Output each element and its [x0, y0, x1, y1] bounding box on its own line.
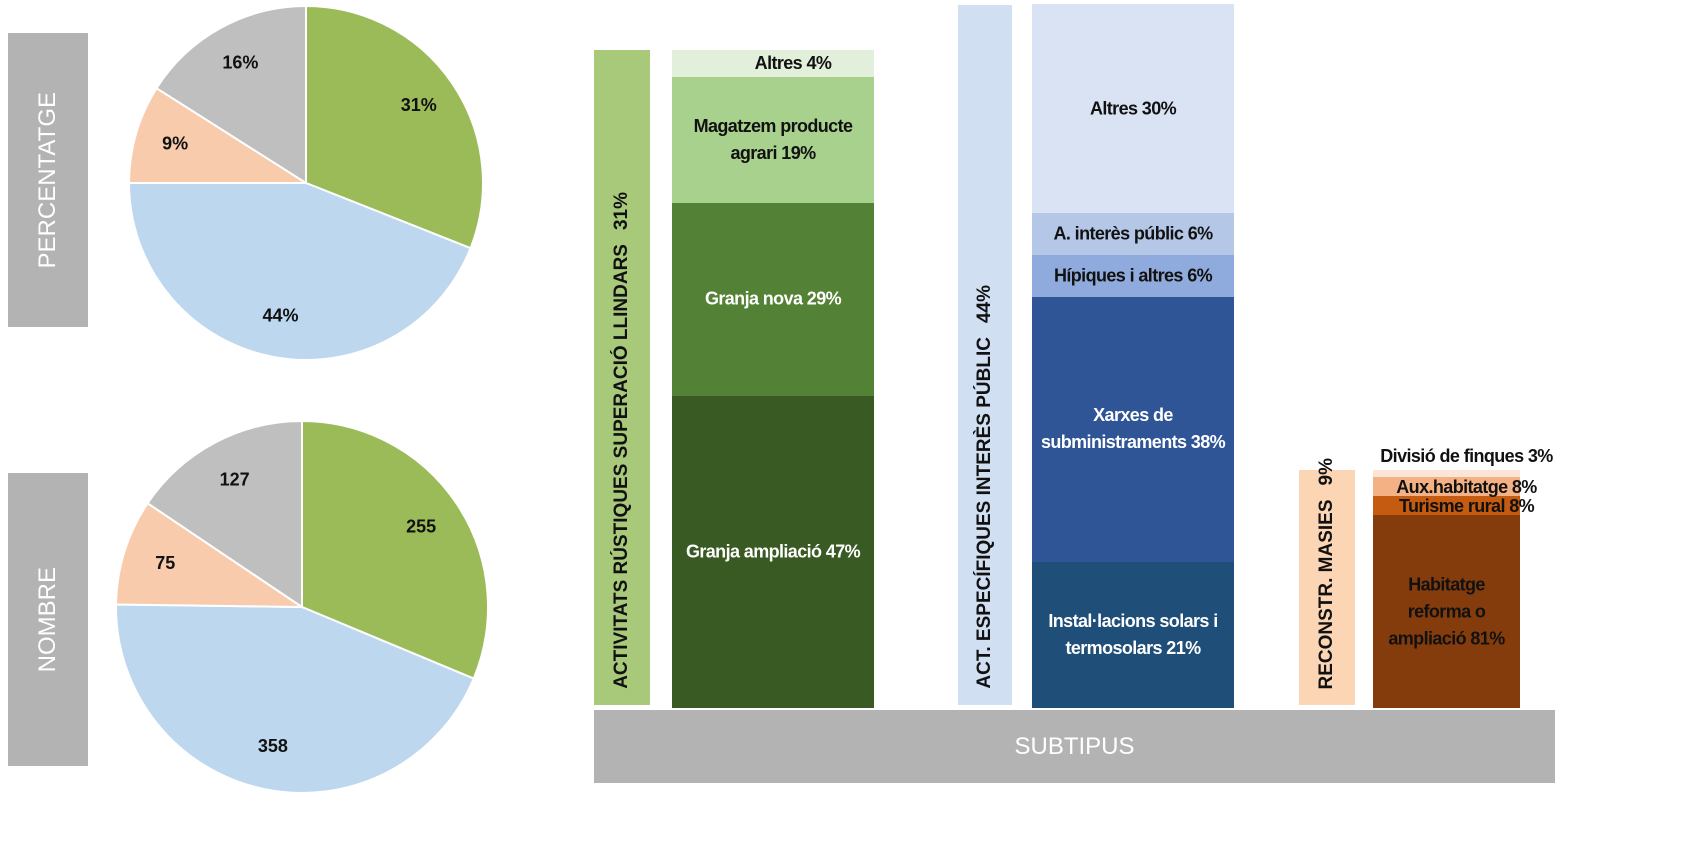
stacked-column: Instal·lacions solars i termosolars 21% X… — [1032, 4, 1234, 708]
segment: Altres 4% — [672, 50, 874, 77]
segment: Instal·lacions solars i termosolars 21% — [1032, 561, 1234, 708]
pie-slice — [115, 501, 306, 609]
segment-label: Altres 30% — [1089, 98, 1177, 119]
segment-label: Altres 4% — [754, 53, 832, 74]
segment-label: Hípiques i altres 6% — [1053, 265, 1213, 286]
segment: Xarxes de subministraments 38% — [1032, 296, 1234, 562]
segment-label: Magatzem producte agrari 19% — [693, 115, 853, 163]
pie-value-label: 16% — [222, 52, 258, 72]
pie-value-label: 44% — [262, 306, 298, 326]
pie-value-label: 127 — [220, 469, 250, 489]
segment-label: Granja ampliació 47% — [685, 541, 861, 562]
segment-label: Xarxes de subministraments 38% — [1040, 405, 1226, 453]
category-name: ACTIVITATS RÚSTIQUES SUPERACIÓ LLINDARS — [611, 244, 632, 689]
pie-slice — [127, 86, 310, 184]
pie-label: PERCENTATGE — [34, 91, 61, 269]
footer-box: SUBTIPUS — [594, 710, 1555, 783]
segment-label: Divisió de finques 3% — [1380, 446, 1553, 467]
stacked-column: Granja ampliació 47% Granja nova 29% Magat… — [672, 50, 874, 708]
pie-slice — [155, 4, 307, 185]
segment-label: Instal·lacions solars i termosolars 21% — [1048, 610, 1218, 658]
segment: Altres 30% — [1032, 4, 1234, 214]
category-value: 31% — [611, 192, 632, 231]
segment: A. interès públic 6% — [1032, 213, 1234, 255]
pie-value-label: 75 — [155, 553, 175, 573]
segment-label: A. interès públic 6% — [1053, 223, 1213, 244]
segment-label: Aux.habitatge 8% — [1396, 476, 1537, 497]
segment: Turisme rural 8% — [1373, 496, 1535, 516]
pie-value-label: 358 — [258, 736, 288, 756]
segment-label: Habitatge reforma o ampliació 81% — [1388, 574, 1505, 649]
pie-value-label: 9% — [162, 134, 188, 154]
pie-label: NOMBRE — [34, 566, 61, 673]
pie-value-label: 31% — [401, 95, 437, 115]
pie-label-box: NOMBRE — [8, 473, 88, 766]
pie-value-label: 255 — [406, 516, 436, 536]
stacked-column: Habitatge reforma o ampliació 81% Turisme… — [1373, 446, 1553, 708]
segment: Granja nova 29% — [672, 202, 874, 396]
pie-slice — [146, 419, 303, 609]
segment: Habitatge reforma o ampliació 81% — [1373, 515, 1520, 708]
pie-slice — [305, 4, 484, 250]
footer-label: SUBTIPUS — [1014, 732, 1135, 760]
pie-label-box: PERCENTATGE — [8, 33, 88, 327]
segment: Divisió de finques 3% — [1373, 446, 1553, 478]
category-label: ACTIVITATS RÚSTIQUES SUPERACIÓ LLINDARS 3… — [611, 192, 633, 689]
category-bar: ACTIVITATS RÚSTIQUES SUPERACIÓ LLINDARS 3… — [594, 50, 650, 705]
category-bar: RECONSTR. MASIES9% — [1299, 458, 1355, 705]
segment: Hípiques i altres 6% — [1032, 254, 1234, 297]
segment-label: Turisme rural 8% — [1398, 495, 1535, 516]
pie-slice — [127, 182, 472, 361]
segment: Magatzem producte agrari 19% — [672, 76, 874, 203]
segment: Aux.habitatge 8% — [1373, 477, 1537, 497]
category-bar: ACT. ESPECÍFIQUES INTERÈS PÚBLIC44% — [958, 5, 1012, 705]
pie-slice — [115, 603, 475, 794]
category-value: 44% — [974, 285, 995, 324]
segment-label: Granja nova 29% — [704, 288, 842, 309]
segment: Granja ampliació 47% — [672, 395, 874, 708]
pie-slice — [301, 419, 489, 680]
